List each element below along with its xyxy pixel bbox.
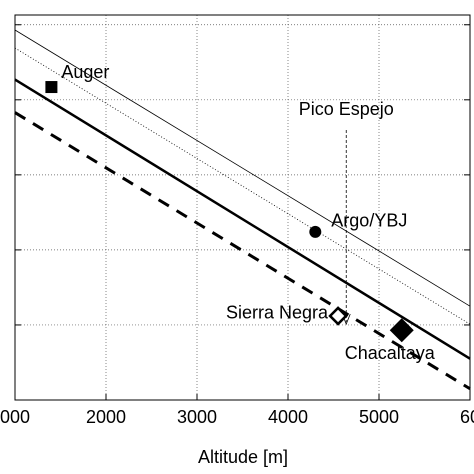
site-label: Auger [61,62,109,82]
x-tick-label: 60 [460,407,474,427]
series-line [14,78,471,360]
site-label: Argo/YBJ [331,211,407,231]
site-marker [328,306,348,326]
site-marker [389,318,414,343]
site-marker [309,225,322,238]
site-label: Chacaltaya [345,343,436,363]
x-tick-label: 2000 [86,407,126,427]
x-tick-label: 5000 [359,407,399,427]
x-tick-label: 000 [0,407,30,427]
x-axis-label: Altitude [m] [198,447,288,467]
annotation: Pico Espejo [299,99,394,119]
x-tick-label: 4000 [268,407,308,427]
series-line [14,47,471,325]
series-line [14,29,471,307]
site-label: Sierra Negra [226,303,329,323]
x-tick-label: 3000 [177,407,217,427]
series-line [14,111,471,391]
site-marker [45,81,58,94]
plot-frame [14,14,471,401]
